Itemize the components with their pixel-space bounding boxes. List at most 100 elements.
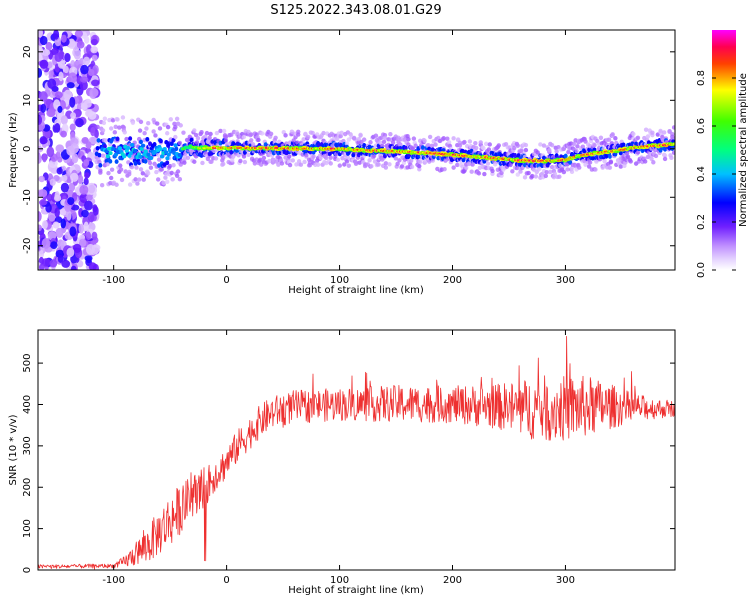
spectrogram-noise-cell (52, 30, 60, 40)
spectrogram-noise-cell (86, 44, 92, 55)
spectrogram-core-cell (113, 152, 119, 157)
spectrogram-fringe-cell (574, 148, 579, 154)
spectrogram-band-cell (145, 137, 150, 142)
spectrogram-core-cell (140, 143, 146, 148)
spectrogram-noise-cell (54, 91, 63, 99)
y-tick-label: 500 (22, 354, 33, 373)
spectrogram-fringe-cell (205, 156, 211, 162)
spectrogram-fringe-cell (455, 137, 461, 142)
x-tick-label: 100 (330, 275, 349, 286)
spectrogram-fringe-cell (155, 152, 161, 158)
snr-ticks: -100 0 100 200 300 0 100 200 300 400 500 (22, 330, 675, 586)
spectrogram-fringe-cell (464, 165, 469, 170)
spectrogram-core-cell (177, 153, 182, 158)
spectrogram-fringe-cell (651, 160, 656, 165)
x-tick-label: 300 (556, 275, 575, 286)
spectrogram-noise-cell (66, 82, 75, 89)
spectrogram-fringe-cell (339, 130, 344, 135)
spectrogram-band-cell (362, 143, 367, 148)
spectrogram-noise-cell (90, 38, 98, 46)
spectrogram-fringe-cell (344, 159, 350, 164)
spectrogram-fringe-cell (645, 134, 651, 139)
spectrogram-fringe-cell (409, 164, 415, 170)
spectrogram-fringe-cell (110, 118, 116, 123)
spectrogram-noise-cell (38, 250, 44, 259)
spectrogram-core-cell (108, 151, 113, 156)
spectrogram-noise-cell (75, 117, 84, 128)
spectrogram-noise-cell (45, 203, 52, 213)
spectrogram-noise-cell (91, 231, 98, 241)
spectrogram-core-cell (111, 146, 116, 151)
spectrogram-noise-cell (60, 34, 67, 43)
spectrogram-noise-cell (67, 38, 76, 50)
spectrogram-fringe-cell (433, 142, 438, 147)
spectrogram-fringe-cell (478, 140, 483, 145)
spectrogram-fringe-cell (301, 137, 306, 142)
spectrogram-noise-cell (39, 199, 48, 206)
spectrogram-band-cell (139, 139, 144, 145)
spectrogram-noise-cell (57, 105, 63, 113)
spectrogram-fringe-cell (417, 167, 422, 172)
spectrogram-fringe-cell (209, 159, 214, 164)
spectrogram-noise-cell (48, 70, 54, 78)
spectrogram-fringe-cell (99, 183, 105, 188)
x-tick-label: -100 (102, 575, 125, 586)
spectrogram-core-cell (146, 152, 151, 157)
y-tick-label: 400 (22, 395, 33, 414)
snr-ylabel: SNR (10 * v/v) (8, 414, 19, 485)
spectrogram-peak-cell (672, 142, 675, 146)
spectrogram-fringe-cell (557, 174, 562, 179)
spectrogram-core-cell (173, 143, 178, 148)
spectrogram-noise-cell (38, 175, 45, 183)
spectrogram-fringe-cell (252, 161, 258, 166)
spectrogram-core-cell (104, 149, 109, 154)
spectrogram-fringe-cell (168, 117, 174, 122)
y-tick-label: 20 (22, 45, 33, 58)
spectrogram-fringe-cell (642, 159, 648, 164)
spectrogram-noise-cell (83, 100, 92, 108)
spectrogram-noise-cell (55, 227, 64, 238)
spectrogram-fringe-cell (358, 133, 363, 138)
spectrogram-fringe-cell (469, 169, 474, 174)
spectrogram-fringe-cell (214, 130, 220, 136)
y-tick-label: 0 (22, 146, 33, 152)
spectrogram-fringe-cell (522, 175, 528, 180)
spectrogram-fringe-cell (258, 162, 264, 167)
spectrogram-band-cell (189, 137, 194, 143)
spectrogram-fringe-cell (302, 159, 307, 165)
spectrogram-fringe-cell (296, 132, 301, 137)
spectrogram-noise-cell (63, 65, 69, 74)
spectrogram-fringe-cell (571, 141, 577, 147)
spectrogram-fringe-cell (204, 130, 210, 136)
spectrogram-fringe-cell (624, 151, 630, 156)
spectrogram-fringe-cell (586, 164, 592, 169)
spectrogram-noise-cell (80, 64, 89, 75)
spectrogram-fringe-cell (610, 132, 615, 137)
spectrogram-noise-cell (40, 103, 47, 113)
colorbar-tick-label: 0.8 (696, 70, 707, 86)
spectrogram-noise-cell (68, 182, 76, 192)
spectrogram-fringe-cell (533, 174, 539, 179)
spectrogram-noise-cell (88, 211, 95, 223)
spectrogram-fringe-cell (535, 150, 540, 155)
spectrogram-fringe-cell (175, 169, 181, 174)
spectrogram-fringe-cell (113, 124, 118, 130)
spectrogram-fringe-cell (482, 171, 487, 177)
colorbar-label: Normalized spectral amplitude (738, 73, 749, 227)
spectrogram-fringe-cell (457, 143, 463, 148)
spectrogram-noise-cell (74, 30, 84, 38)
spectrogram-noise-cell (41, 238, 51, 249)
spectrogram-fringe-cell (157, 126, 163, 131)
spectrogram-fringe-cell (451, 165, 456, 170)
spectrogram-fringe-cell (481, 145, 486, 151)
spectrogram-xlabel: Height of straight line (km) (288, 285, 424, 296)
spectrogram-noise-cell (46, 109, 56, 118)
spectrogram-fringe-cell (346, 163, 352, 168)
x-tick-label: 300 (556, 575, 575, 586)
spectrogram-noise-cell (92, 204, 98, 213)
spectrogram-fringe-cell (273, 135, 278, 140)
spectrogram-fringe-cell (483, 141, 489, 147)
spectrogram-fringe-cell (199, 130, 204, 135)
spectrogram-band-cell (621, 142, 626, 148)
spectrogram-fringe-cell (151, 129, 156, 134)
